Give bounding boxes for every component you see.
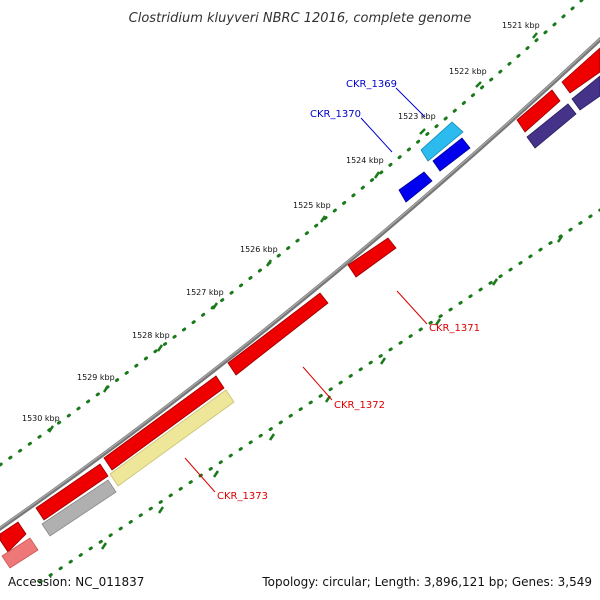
gene-left-red[interactable] [35, 463, 109, 521]
label-leaders [184, 87, 428, 493]
tick-label: 1526 kbp [240, 245, 278, 254]
label-ckr-1369[interactable]: CKR_1369 [346, 79, 397, 90]
label-ckr-1372[interactable]: CKR_1372 [334, 400, 385, 411]
tick-label: 1524 kbp [346, 156, 384, 165]
gene-top-right-red-2[interactable] [561, 47, 600, 94]
gene-gray[interactable] [41, 479, 117, 537]
gene-navy-1[interactable] [526, 103, 577, 149]
gene-ckr-1373[interactable] [109, 389, 235, 487]
gene-ckr-1371[interactable] [347, 237, 397, 278]
major-tick [475, 81, 482, 88]
major-tick [157, 506, 165, 514]
leader-ckr-1373 [184, 457, 216, 493]
gene-ckr-1373-forward[interactable] [103, 375, 225, 471]
major-tick [102, 385, 110, 393]
leader-ckr-1370 [360, 117, 393, 153]
major-tick [319, 215, 327, 223]
gene-ckr-1369[interactable] [420, 121, 464, 162]
tick-label: 1530 kbp [22, 414, 60, 423]
major-tick [100, 542, 108, 550]
backbone-highlight [0, 37, 600, 529]
leader-ckr-1371 [396, 290, 428, 325]
gene-navy-2[interactable] [571, 75, 600, 111]
major-tick [156, 344, 164, 352]
major-tick [212, 470, 220, 478]
major-tick [434, 318, 442, 326]
tick-label: 1529 kbp [77, 373, 115, 382]
gene-top-right-red-1[interactable] [516, 89, 561, 133]
major-tick [419, 128, 426, 135]
leader-ckr-1369 [395, 87, 426, 118]
major-tick [532, 32, 538, 39]
gene-labels: CKR_1369 CKR_1370 CKR_1371 CKR_1372 CKR_… [217, 79, 480, 502]
genome-backbone [0, 36, 600, 531]
map-title: Clostridium kluyveri NBRC 12016, complet… [129, 11, 472, 26]
tick-label: 1522 kbp [449, 67, 487, 76]
accession-text: Accession: NC_011837 [8, 575, 144, 589]
reverse-genes [1, 75, 600, 569]
gene-ckr-1372[interactable] [227, 292, 329, 376]
major-tick [379, 357, 387, 365]
inner-tick-ring [38, 208, 600, 584]
gene-pink[interactable] [1, 537, 39, 569]
inner-minor-ticks [38, 208, 600, 584]
tick-label: 1523 kbp [398, 112, 436, 121]
genome-summary-text: Topology: circular; Length: 3,896,121 bp… [261, 575, 592, 589]
major-tick [211, 302, 219, 310]
label-ckr-1371[interactable]: CKR_1371 [429, 323, 480, 334]
label-ckr-1370[interactable]: CKR_1370 [310, 109, 361, 120]
major-tick [556, 235, 564, 243]
tick-labels: 1521 kbp 1522 kbp 1523 kbp 1524 kbp 1525… [22, 21, 540, 423]
major-ticks [47, 32, 564, 550]
major-tick [491, 278, 499, 286]
gene-ckr-1370[interactable] [398, 171, 433, 203]
tick-label: 1521 kbp [502, 21, 540, 30]
major-tick [268, 433, 276, 441]
tick-label: 1528 kbp [132, 331, 170, 340]
forward-genes [0, 47, 600, 553]
gene-blue-reverse[interactable] [432, 137, 471, 172]
outer-tick-ring [0, 0, 584, 467]
tick-label: 1527 kbp [186, 288, 224, 297]
tick-label: 1525 kbp [293, 201, 331, 210]
major-tick [373, 171, 381, 179]
gene-edge-red[interactable] [0, 521, 27, 553]
backbone-line [0, 36, 600, 531]
outer-minor-ticks [0, 0, 584, 467]
leader-ckr-1372 [302, 366, 333, 401]
major-tick [265, 259, 273, 267]
major-tick [47, 425, 55, 433]
label-ckr-1373[interactable]: CKR_1373 [217, 491, 268, 502]
